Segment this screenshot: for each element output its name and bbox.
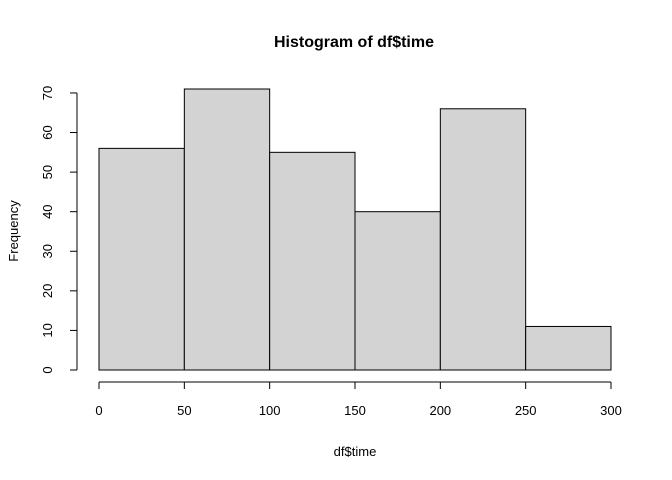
x-tick-label: 100 [259, 403, 281, 418]
histogram-bar [98, 147, 185, 371]
x-axis-label: df$time [334, 444, 377, 459]
histogram-bar [525, 325, 612, 371]
histogram-bar [183, 88, 271, 371]
y-tick-label: 0 [40, 366, 55, 373]
x-tick-label: 250 [515, 403, 537, 418]
histogram-bar [439, 108, 527, 371]
y-axis-label: Frequency [6, 200, 21, 262]
y-tick-label: 30 [40, 244, 55, 258]
histogram-bar [354, 211, 441, 371]
x-tick-label: 0 [95, 403, 102, 418]
y-tick-label: 10 [40, 323, 55, 337]
histogram-bar [269, 151, 356, 371]
x-tick-label: 150 [344, 403, 366, 418]
x-tick-label: 300 [600, 403, 622, 418]
y-tick-label: 60 [40, 125, 55, 139]
y-tick-label: 50 [40, 165, 55, 179]
y-tick-label: 70 [40, 86, 55, 100]
chart-title: Histogram of df$time [274, 34, 434, 51]
x-axis: 0 50 100 150 200 250 300 [95, 381, 622, 418]
y-axis: 0 10 20 30 40 50 60 70 [40, 86, 78, 374]
y-tick-label: 20 [40, 284, 55, 298]
x-tick-label: 50 [177, 403, 191, 418]
x-tick-label: 200 [429, 403, 451, 418]
y-tick-label: 40 [40, 204, 55, 218]
bars-group [98, 88, 612, 371]
